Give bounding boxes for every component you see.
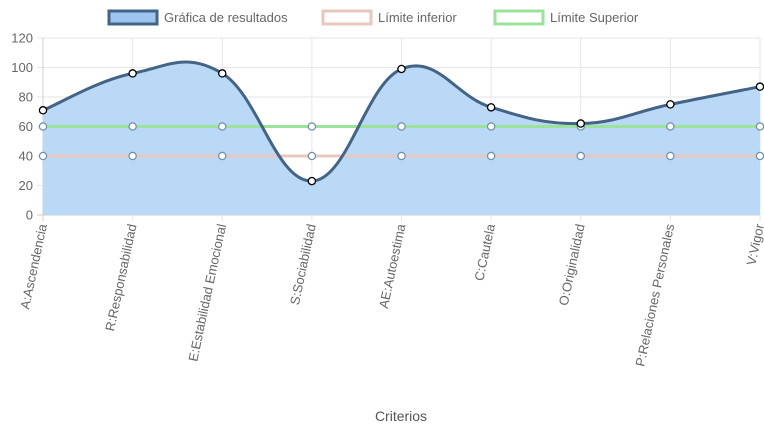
x-axis-title: Criterios <box>375 408 427 424</box>
y-tick-label: 40 <box>19 149 33 164</box>
data-point[interactable] <box>666 151 675 161</box>
y-tick-label: 20 <box>19 178 33 193</box>
data-point[interactable] <box>307 122 317 131</box>
data-point[interactable] <box>666 100 675 109</box>
x-tick-label: C:Cautela <box>471 222 498 282</box>
x-tick-label: P:Relaciones Personales <box>632 222 677 368</box>
data-point[interactable] <box>486 103 496 112</box>
data-point[interactable] <box>218 122 227 131</box>
y-tick-label: 0 <box>26 208 33 223</box>
data-point[interactable] <box>128 122 137 131</box>
data-point[interactable] <box>397 64 406 74</box>
legend-label: Límite inferior <box>378 10 457 25</box>
y-tick-label: 60 <box>19 119 33 134</box>
data-point[interactable] <box>576 151 585 161</box>
legend-item[interactable]: Límite inferior <box>321 9 457 26</box>
data-point[interactable] <box>486 122 496 131</box>
x-tick-label: V:Vigor <box>744 222 764 267</box>
data-point[interactable] <box>307 176 317 186</box>
x-tick-label: AE:Autoestima <box>376 222 409 310</box>
data-point[interactable] <box>486 151 496 161</box>
x-tick-label: R:Responsabilidad <box>102 223 139 333</box>
data-point[interactable] <box>755 82 764 91</box>
legend: Gráfica de resultados Límite inferior Lími… <box>107 9 639 26</box>
legend-label: Límite Superior <box>550 10 639 25</box>
data-point[interactable] <box>38 151 48 161</box>
x-tick-label: A:Ascendencia <box>17 222 50 311</box>
x-tick-label: S:Sociabilidad <box>287 223 319 307</box>
series <box>38 60 764 215</box>
data-point[interactable] <box>397 151 406 161</box>
series-line <box>42 60 761 183</box>
data-point[interactable] <box>38 122 48 131</box>
data-point[interactable] <box>218 151 227 161</box>
data-point[interactable] <box>397 122 406 131</box>
y-tick-label: 100 <box>11 60 33 75</box>
data-point[interactable] <box>576 119 586 128</box>
legend-swatch <box>107 9 159 26</box>
legend-swatch <box>493 9 545 26</box>
x-tick-label: E:Estabilidad Emocional <box>185 222 229 362</box>
x-tick-label: O:Originalidad <box>556 223 588 307</box>
legend-item[interactable]: Límite Superior <box>493 9 639 26</box>
data-point[interactable] <box>217 69 227 78</box>
data-point[interactable] <box>38 106 48 115</box>
data-point[interactable] <box>755 122 764 131</box>
results-area-fill <box>43 61 760 215</box>
y-tick-label: 120 <box>11 31 33 46</box>
legend-label: Gráfica de resultados <box>164 10 288 25</box>
x-axis: A:Ascendencia R:Responsabilidad E:Estabili… <box>17 222 764 368</box>
y-tick-label: 80 <box>19 90 33 105</box>
legend-swatch <box>321 9 373 26</box>
legend-item[interactable]: Gráfica de resultados <box>107 9 288 26</box>
y-axis: 0 20 40 60 80 100 120 <box>11 31 33 223</box>
data-point[interactable] <box>307 151 317 161</box>
data-point[interactable] <box>666 122 675 131</box>
data-point[interactable] <box>755 151 764 161</box>
data-point[interactable] <box>128 69 137 78</box>
data-point[interactable] <box>128 151 137 161</box>
